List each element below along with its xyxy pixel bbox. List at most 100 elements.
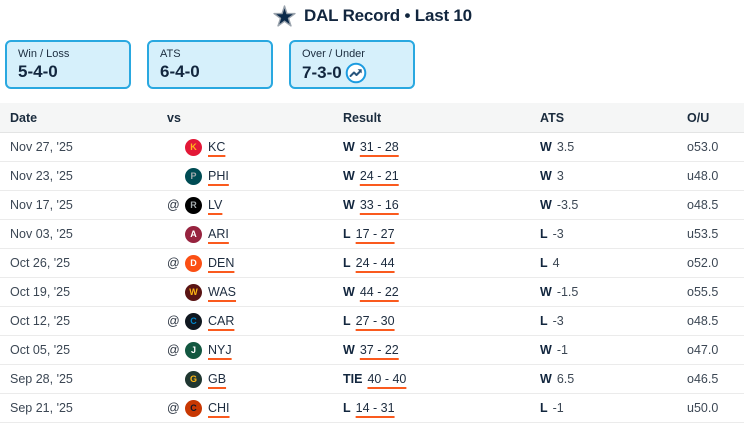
team-logo[interactable]: J <box>185 341 202 359</box>
col-header-vs: vs <box>167 110 181 125</box>
team-cell: W WAS <box>157 283 333 301</box>
result-wl: W <box>343 198 355 212</box>
result-wl: W <box>343 169 355 183</box>
score-link[interactable]: 37 - 22 <box>359 343 399 357</box>
result-wl: L <box>343 401 351 415</box>
result-cell: W 37 - 22 <box>333 343 530 357</box>
ats-wl: W <box>540 285 552 299</box>
cowboys-star-icon <box>272 4 297 28</box>
team-logo[interactable]: D <box>185 254 202 272</box>
team-cell: G GB <box>157 370 333 388</box>
ats-cell: W -3.5 <box>530 198 677 212</box>
trend-chart-icon[interactable] <box>345 62 367 84</box>
team-logo[interactable]: K <box>185 138 202 156</box>
ou-value: u48.0 <box>687 169 719 183</box>
team-abbr-link[interactable]: DEN <box>208 256 235 270</box>
ats-value: 3 <box>556 169 564 183</box>
ou-cell: u50.0 <box>677 401 744 415</box>
result-wl: W <box>343 343 355 357</box>
col-header-ou: O/U <box>687 110 710 125</box>
ou-value: u53.5 <box>687 227 719 241</box>
result-cell: L 24 - 44 <box>333 256 530 270</box>
stat-label: ATS <box>160 48 181 60</box>
team-abbr-link[interactable]: NYJ <box>208 343 232 357</box>
ats-cell: L -3 <box>530 227 677 241</box>
ats-cell: L -1 <box>530 401 677 415</box>
team-abbr-link[interactable]: KC <box>208 140 226 154</box>
col-header-date: Date <box>10 110 38 125</box>
ou-value: o48.5 <box>687 198 719 212</box>
result-wl: W <box>343 140 355 154</box>
summary-card-ats: ATS 6-4-0 <box>147 40 273 89</box>
ats-value: -1 <box>552 401 564 415</box>
team-cell: P PHI <box>157 167 333 185</box>
ats-value: 4 <box>552 256 560 270</box>
team-logo[interactable]: A <box>185 225 202 243</box>
score-link[interactable]: 14 - 31 <box>355 401 395 415</box>
team-abbr-link[interactable]: WAS <box>208 285 237 299</box>
team-cell: @ R LV <box>157 196 333 214</box>
team-logo[interactable]: G <box>185 370 202 388</box>
summary-card-over-under: Over / Under 7-3-0 <box>289 40 415 89</box>
date-cell: Oct 19, '25 <box>10 285 71 299</box>
team-cell: @ D DEN <box>157 254 333 272</box>
ats-wl: L <box>540 401 548 415</box>
date-cell: Oct 26, '25 <box>10 256 71 270</box>
team-abbr-link[interactable]: ARI <box>208 227 229 241</box>
team-logo[interactable]: C <box>185 399 202 417</box>
table-row: Nov 03, '25 A ARI L 17 - 27 L -3 u53.5 <box>0 220 744 249</box>
team-logo[interactable]: P <box>185 167 202 185</box>
score-link[interactable]: 27 - 30 <box>355 314 395 328</box>
score-link[interactable]: 24 - 44 <box>355 256 395 270</box>
ou-cell: o46.5 <box>677 372 744 386</box>
team-abbr-link[interactable]: PHI <box>208 169 229 183</box>
team-cell: K KC <box>157 138 333 156</box>
team-cell: @ C CAR <box>157 312 333 330</box>
score-link[interactable]: 40 - 40 <box>367 372 407 386</box>
result-cell: L 14 - 31 <box>333 401 530 415</box>
ou-value: o52.0 <box>687 256 719 270</box>
team-abbr-link[interactable]: CAR <box>208 314 235 328</box>
date-cell: Oct 05, '25 <box>10 343 71 357</box>
games-table: Date vs Result ATS O/U Nov 27, '25 K KC … <box>0 103 744 423</box>
date-cell: Sep 28, '25 <box>10 372 73 386</box>
result-cell: W 33 - 16 <box>333 198 530 212</box>
ats-wl: L <box>540 227 548 241</box>
ou-value: o53.0 <box>687 140 719 154</box>
date-cell: Nov 27, '25 <box>10 140 73 154</box>
ats-value: -3 <box>552 227 564 241</box>
date-cell: Sep 21, '25 <box>10 401 73 415</box>
ats-value: 3.5 <box>556 140 575 154</box>
score-link[interactable]: 33 - 16 <box>359 198 399 212</box>
result-cell: L 17 - 27 <box>333 227 530 241</box>
stat-value: 5-4-0 <box>18 62 58 81</box>
team-abbr-link[interactable]: GB <box>208 372 227 386</box>
team-abbr-link[interactable]: LV <box>208 198 223 212</box>
ou-cell: o55.5 <box>677 285 744 299</box>
score-link[interactable]: 24 - 21 <box>359 169 399 183</box>
at-symbol: @ <box>167 198 180 212</box>
team-logo[interactable]: C <box>185 312 202 330</box>
team-abbr-link[interactable]: CHI <box>208 401 230 415</box>
col-header-result: Result <box>343 110 382 125</box>
score-link[interactable]: 31 - 28 <box>359 140 399 154</box>
ou-value: o47.0 <box>687 343 719 357</box>
score-link[interactable]: 17 - 27 <box>355 227 395 241</box>
table-row: Nov 17, '25 @ R LV W 33 - 16 W -3.5 o48.5 <box>0 191 744 220</box>
ats-value: -1 <box>556 343 568 357</box>
ou-value: u50.0 <box>687 401 719 415</box>
team-logo[interactable]: W <box>185 283 202 301</box>
table-header-row: Date vs Result ATS O/U <box>0 103 744 133</box>
summary-card-win-loss: Win / Loss 5-4-0 <box>5 40 131 89</box>
stat-value: 7-3-0 <box>302 63 342 82</box>
ou-cell: o52.0 <box>677 256 744 270</box>
page-header: DAL Record • Last 10 <box>0 0 744 32</box>
page-title: DAL Record • Last 10 <box>304 6 472 25</box>
team-logo[interactable]: R <box>185 196 202 214</box>
date-cell: Oct 12, '25 <box>10 314 71 328</box>
team-cell: @ J NYJ <box>157 341 333 359</box>
score-link[interactable]: 44 - 22 <box>359 285 399 299</box>
ats-value: -3 <box>552 314 564 328</box>
